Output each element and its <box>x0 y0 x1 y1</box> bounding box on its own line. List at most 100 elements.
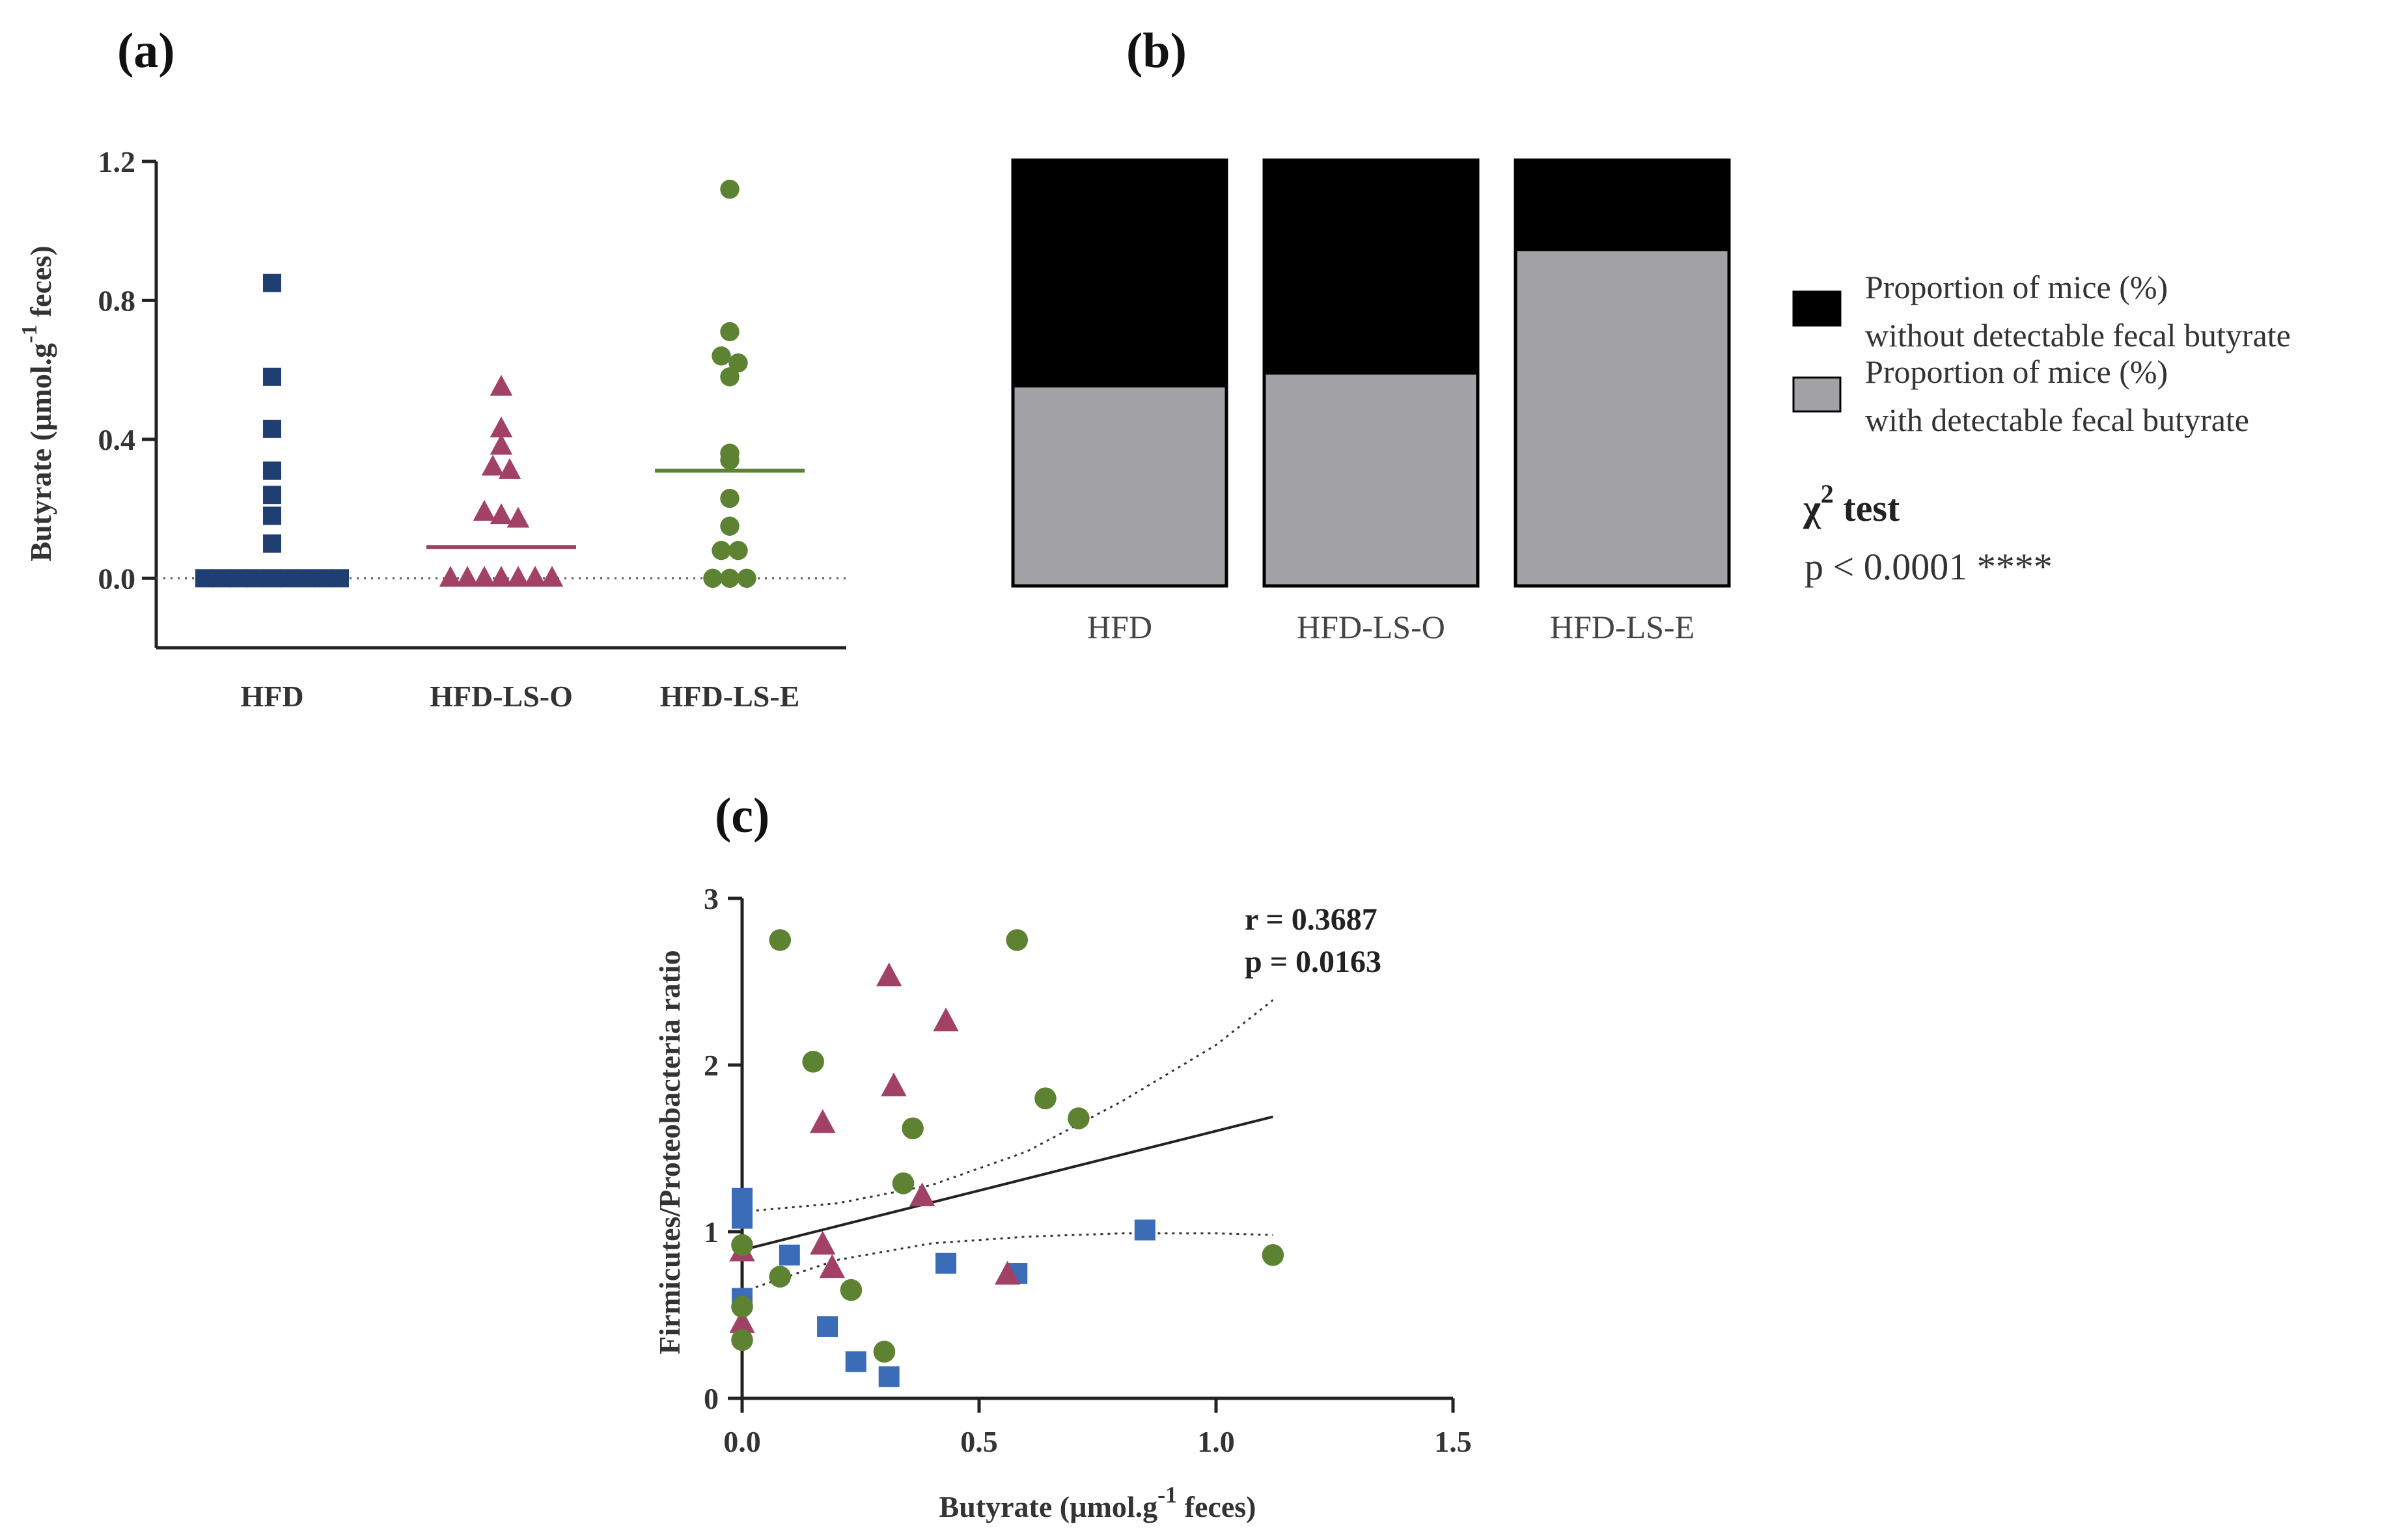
chart-a: 0.0 0.4 0.8 1.2 Butyrate (µmol.g-1 feces) HFD… <box>18 145 846 713</box>
data-point-a <box>490 503 513 525</box>
legend-with-line2: with detectable fecal butyrate <box>1865 402 2249 438</box>
data-point-a <box>720 568 740 588</box>
data-point-a <box>720 488 740 508</box>
regression-line-c <box>741 1115 1273 1252</box>
data-point-a <box>712 540 731 561</box>
x-tick-label-c: 0.0 <box>723 1425 761 1458</box>
x-category-label-a: HFD-LS-E <box>660 680 800 713</box>
data-point-c <box>732 1208 753 1229</box>
correlation-p: p = 0.0163 <box>1245 945 1381 979</box>
data-point-a <box>737 568 756 588</box>
y-tick-label-a: 0.0 <box>98 562 136 595</box>
y-tick-label-a: 0.8 <box>98 284 136 317</box>
bar-with-detectable <box>1011 384 1228 588</box>
legend-swatch-with <box>1792 376 1842 413</box>
bar-without-detectable <box>1262 158 1480 375</box>
chart-c: 0 1 2 3 0.0 0.5 1.0 1.5 Butyrate (µmol.g-1 feces… <box>653 882 1472 1523</box>
data-point-a <box>263 419 281 438</box>
data-point-a <box>490 434 513 455</box>
ci-lower-c <box>741 1232 1273 1293</box>
data-point-c <box>769 929 792 951</box>
x-axis-title-c: Butyrate (µmol.g-1 feces) <box>939 1482 1256 1523</box>
y-tick-label-c: 0 <box>704 1382 719 1415</box>
y-tick-label-c: 2 <box>704 1049 719 1082</box>
data-point-a <box>263 461 281 480</box>
bar-with-detectable <box>1514 247 1731 588</box>
data-point-c <box>779 1244 800 1266</box>
data-point-a <box>720 367 740 387</box>
data-point-a <box>540 566 564 587</box>
x-axis-title-c-sup: -1 <box>1157 1482 1177 1508</box>
data-point-a <box>498 458 521 479</box>
data-point-c <box>878 1366 900 1387</box>
y-axis-title-a-part2: feces) <box>24 245 57 324</box>
y-axis-title-a: Butyrate (µmol.g-1 feces) <box>18 245 57 561</box>
data-point-a <box>473 499 496 521</box>
panel-label-c: (c) <box>715 788 769 843</box>
legend-with-line1: Proportion of mice (%) <box>1865 353 2168 390</box>
data-point-a <box>263 367 281 386</box>
data-point-c <box>994 1260 1021 1285</box>
data-point-a <box>523 566 547 587</box>
data-point-a <box>703 568 723 588</box>
ci-upper-c <box>741 999 1274 1213</box>
x-tick-label-c: 1.0 <box>1197 1425 1235 1458</box>
data-point-c <box>729 1309 755 1333</box>
y-tick-label-a: 1.2 <box>98 145 136 178</box>
data-point-c <box>817 1316 838 1337</box>
y-axis-title-c: Firmicutes/Proteobacteria ratio <box>653 950 686 1354</box>
data-point-a <box>263 506 281 525</box>
x-tick-label-c: 0.5 <box>960 1425 998 1458</box>
data-point-a <box>263 534 281 553</box>
data-point-c <box>892 1172 915 1195</box>
x-category-label-b: HFD-LS-E <box>1550 609 1695 645</box>
x-axis-title-c-part2: feces) <box>1177 1490 1256 1523</box>
bar-without-detectable <box>1011 158 1228 388</box>
data-point-c <box>935 1253 957 1274</box>
data-point-a <box>506 566 530 587</box>
data-point-c <box>732 1187 753 1209</box>
data-point-c <box>840 1279 863 1301</box>
data-point-c <box>873 1340 896 1363</box>
legend-b: Proportion of mice (%) without detectabl… <box>1792 269 2291 588</box>
x-tick-label-c: 1.5 <box>1434 1425 1472 1458</box>
data-point-a <box>712 346 731 366</box>
x-category-label-a: HFD <box>240 680 303 713</box>
data-point-c <box>802 1051 824 1073</box>
y-tick-label-c: 1 <box>704 1215 719 1249</box>
data-point-a <box>720 322 740 342</box>
p-value-b: p < 0.0001 **** <box>1805 546 2053 588</box>
bar-without-detectable <box>1514 158 1731 251</box>
data-point-a <box>728 540 748 561</box>
data-point-a <box>720 179 740 199</box>
data-point-a <box>720 450 740 470</box>
data-point-c <box>731 1295 753 1318</box>
y-axis-title-a-part1: Butyrate (µmol.g <box>24 343 57 562</box>
legend-without-line1: Proportion of mice (%) <box>1865 269 2168 305</box>
data-point-a <box>456 566 479 587</box>
y-tick-label-a: 0.4 <box>98 423 136 456</box>
x-category-label-b: HFD <box>1087 609 1152 645</box>
data-point-c <box>810 1109 836 1133</box>
data-point-c <box>1134 1219 1156 1241</box>
x-category-label-a: HFD-LS-O <box>430 680 573 713</box>
chi-square-test-label: χ2 test <box>1803 479 1900 529</box>
data-point-c <box>1068 1107 1090 1129</box>
data-point-a <box>506 506 530 528</box>
chart-b: HFD HFD-LS-O HFD-LS-E <box>1011 158 1731 645</box>
data-point-c <box>1034 1087 1057 1109</box>
data-point-c <box>819 1254 846 1279</box>
y-axis-title-a-sup: -1 <box>18 325 42 343</box>
data-point-a <box>263 273 281 292</box>
data-point-a <box>473 566 496 587</box>
data-point-c <box>933 1007 959 1032</box>
data-point-a <box>439 566 462 587</box>
data-point-a <box>481 454 505 476</box>
data-point-c <box>876 962 902 987</box>
data-point-c <box>902 1117 924 1140</box>
data-point-c <box>1006 929 1029 951</box>
x-category-label-b: HFD-LS-O <box>1297 609 1445 645</box>
data-point-c <box>769 1266 792 1288</box>
data-point-c <box>810 1230 836 1255</box>
